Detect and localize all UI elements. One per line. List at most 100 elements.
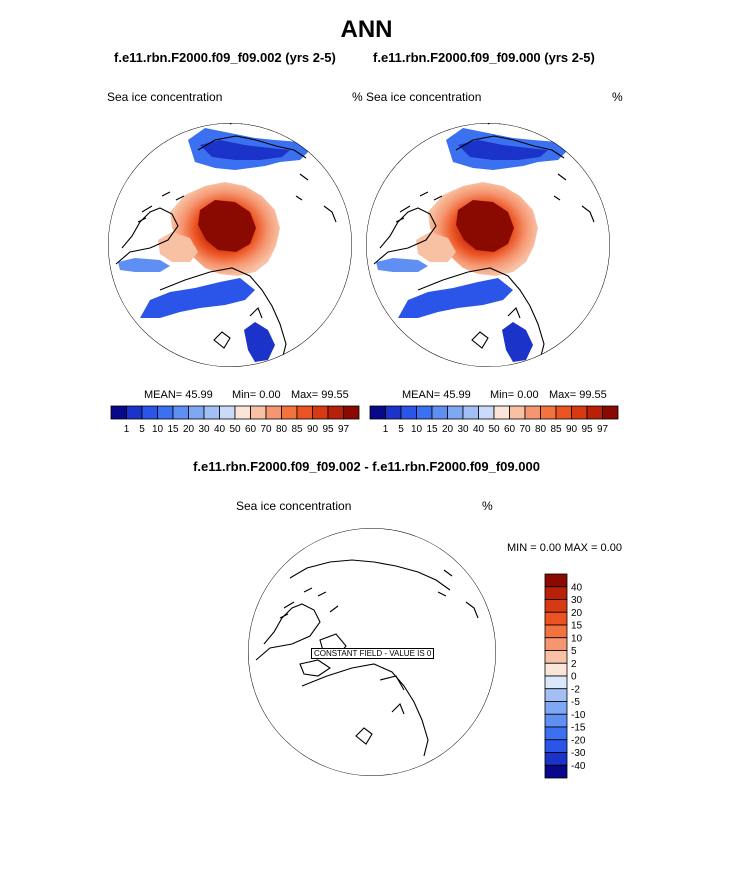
diff-colorbar-label-10: -10 [571, 710, 586, 721]
left-colorbar-label-5: 30 [198, 424, 210, 435]
diff-colorbar-swatch-10 [544, 701, 568, 715]
right-colorbar-label-0: 1 [383, 424, 389, 435]
diff-colorbar-swatch-5 [544, 637, 568, 651]
right-colorbar-label-12: 90 [566, 424, 578, 435]
right-colorbar-label-13: 95 [581, 424, 593, 435]
diff-colorbar-label-1: 30 [571, 595, 583, 606]
left-colorbar-swatch-4 [172, 405, 189, 420]
right-colorbar-swatch-11 [540, 405, 557, 420]
diff-colorbar-swatch-3 [544, 611, 568, 626]
right-colorbar-label-11: 85 [550, 424, 562, 435]
right-units-label: % [612, 90, 623, 104]
right-ice-hudson [376, 258, 428, 272]
left-mean: MEAN= 45.99 [144, 389, 213, 401]
right-colorbar-swatch-4 [431, 405, 448, 420]
left-variable-label: Sea ice concentration [107, 90, 223, 104]
right-colorbar-swatch-10 [524, 405, 541, 420]
left-colorbar-label-7: 50 [229, 424, 241, 435]
diff-colorbar-swatch-8 [544, 675, 568, 690]
right-colorbar: 1 5 10 15 20 30 40 50 60 70 80 85 90 95 97 [369, 405, 619, 435]
left-ice-atlantic-band [140, 278, 255, 318]
right-variable-label: Sea ice concentration [366, 90, 482, 104]
right-mean: MEAN= 45.99 [402, 389, 471, 401]
diff-colorbar-swatch-9 [544, 688, 568, 702]
left-colorbar-label-3: 15 [167, 424, 179, 435]
right-colorbar-label-3: 15 [426, 424, 438, 435]
diff-colorbar-swatch-0 [544, 573, 568, 588]
left-colorbar-label-4: 20 [183, 424, 195, 435]
diff-colorbar-swatch-2 [544, 599, 568, 613]
diff-colorbar-swatch-7 [544, 662, 568, 677]
left-colorbar-label-11: 85 [291, 424, 303, 435]
left-colorbar-label-1: 5 [139, 424, 145, 435]
right-colorbar-label-10: 80 [535, 424, 547, 435]
right-colorbar-label-7: 50 [488, 424, 500, 435]
left-colorbar-swatch-0 [110, 405, 127, 420]
left-ice-labrador [244, 322, 275, 362]
left-colorbar-label-0: 1 [124, 424, 130, 435]
right-colorbar-label-8: 60 [504, 424, 516, 435]
diff-colorbar-swatch-4 [544, 624, 568, 639]
left-colorbar-swatch-6 [203, 405, 220, 420]
right-colorbar-swatch-2 [400, 405, 417, 420]
left-colorbar-label-8: 60 [245, 424, 257, 435]
right-colorbar-swatch-0 [369, 405, 386, 420]
left-colorbar-label-9: 70 [260, 424, 272, 435]
left-colorbar-label-12: 90 [307, 424, 319, 435]
right-polar-map [366, 123, 610, 367]
diff-variable-label: Sea ice concentration [236, 499, 352, 513]
diff-colorbar-swatch-1 [544, 586, 568, 600]
right-colorbar-swatch-8 [493, 405, 510, 420]
right-colorbar-swatch-15 [602, 405, 619, 420]
left-ice-hudson [118, 258, 170, 272]
left-central-core [198, 200, 256, 252]
diff-colorbar-swatch-11 [544, 713, 568, 728]
diff-colorbar-swatch-14 [544, 752, 568, 766]
left-polar-map [108, 123, 352, 367]
right-colorbar-swatch-3 [416, 405, 433, 420]
left-colorbar-swatch-15 [343, 405, 360, 420]
left-colorbar-swatch-1 [126, 405, 143, 420]
diff-colorbar-swatch-15 [544, 764, 568, 779]
right-colorbar-label-9: 70 [519, 424, 531, 435]
right-central-core [456, 200, 514, 252]
right-colorbar-swatch-6 [462, 405, 479, 420]
left-colorbar-swatch-7 [219, 405, 236, 420]
diff-colorbar-label-14: -40 [571, 761, 586, 772]
diff-colorbar-swatch-13 [544, 739, 568, 753]
diff-colorbar-label-13: -30 [571, 748, 586, 759]
left-colorbar-swatch-3 [157, 405, 174, 420]
right-colorbar-swatch-13 [571, 405, 588, 420]
left-units-label: % [352, 90, 363, 104]
right-colorbar-label-6: 40 [473, 424, 485, 435]
left-case-title: f.e11.rbn.F2000.f09_f09.002 (yrs 2-5) [114, 50, 336, 65]
diff-colorbar-label-12: -20 [571, 735, 586, 746]
left-colorbar-swatch-12 [296, 405, 313, 420]
right-colorbar-swatch-5 [447, 405, 464, 420]
diff-colorbar-label-4: 10 [571, 633, 583, 644]
right-ice-pacific-inner [458, 140, 548, 160]
left-colorbar-label-6: 40 [214, 424, 226, 435]
left-colorbar-swatch-5 [188, 405, 205, 420]
diff-colorbar-label-8: -2 [571, 684, 580, 695]
right-ice-atlantic-band [398, 278, 513, 318]
page-title: ANN [340, 16, 393, 43]
right-case-title: f.e11.rbn.F2000.f09_f09.000 (yrs 2-5) [373, 50, 595, 65]
diff-colorbar-label-6: 2 [571, 659, 577, 670]
left-colorbar-swatch-2 [141, 405, 158, 420]
left-colorbar-swatch-9 [250, 405, 267, 420]
left-colorbar-label-13: 95 [322, 424, 334, 435]
diff-colorbar-label-7: 0 [571, 672, 577, 683]
right-colorbar-label-5: 30 [457, 424, 469, 435]
diff-units-label: % [482, 499, 493, 513]
left-colorbar-label-2: 10 [152, 424, 164, 435]
difference-title: f.e11.rbn.F2000.f09_f09.002 - f.e11.rbn.… [193, 459, 540, 474]
constant-field-label: CONSTANT FIELD - VALUE IS 0 [311, 648, 435, 659]
left-colorbar: 1 5 10 15 20 30 40 50 60 70 80 85 90 95 97 [110, 405, 360, 435]
left-colorbar-swatch-10 [265, 405, 282, 420]
right-ice-labrador [502, 322, 533, 362]
right-max: Max= 99.55 [549, 389, 607, 401]
diff-colorbar-label-0: 40 [571, 582, 583, 593]
right-colorbar-swatch-14 [586, 405, 603, 420]
